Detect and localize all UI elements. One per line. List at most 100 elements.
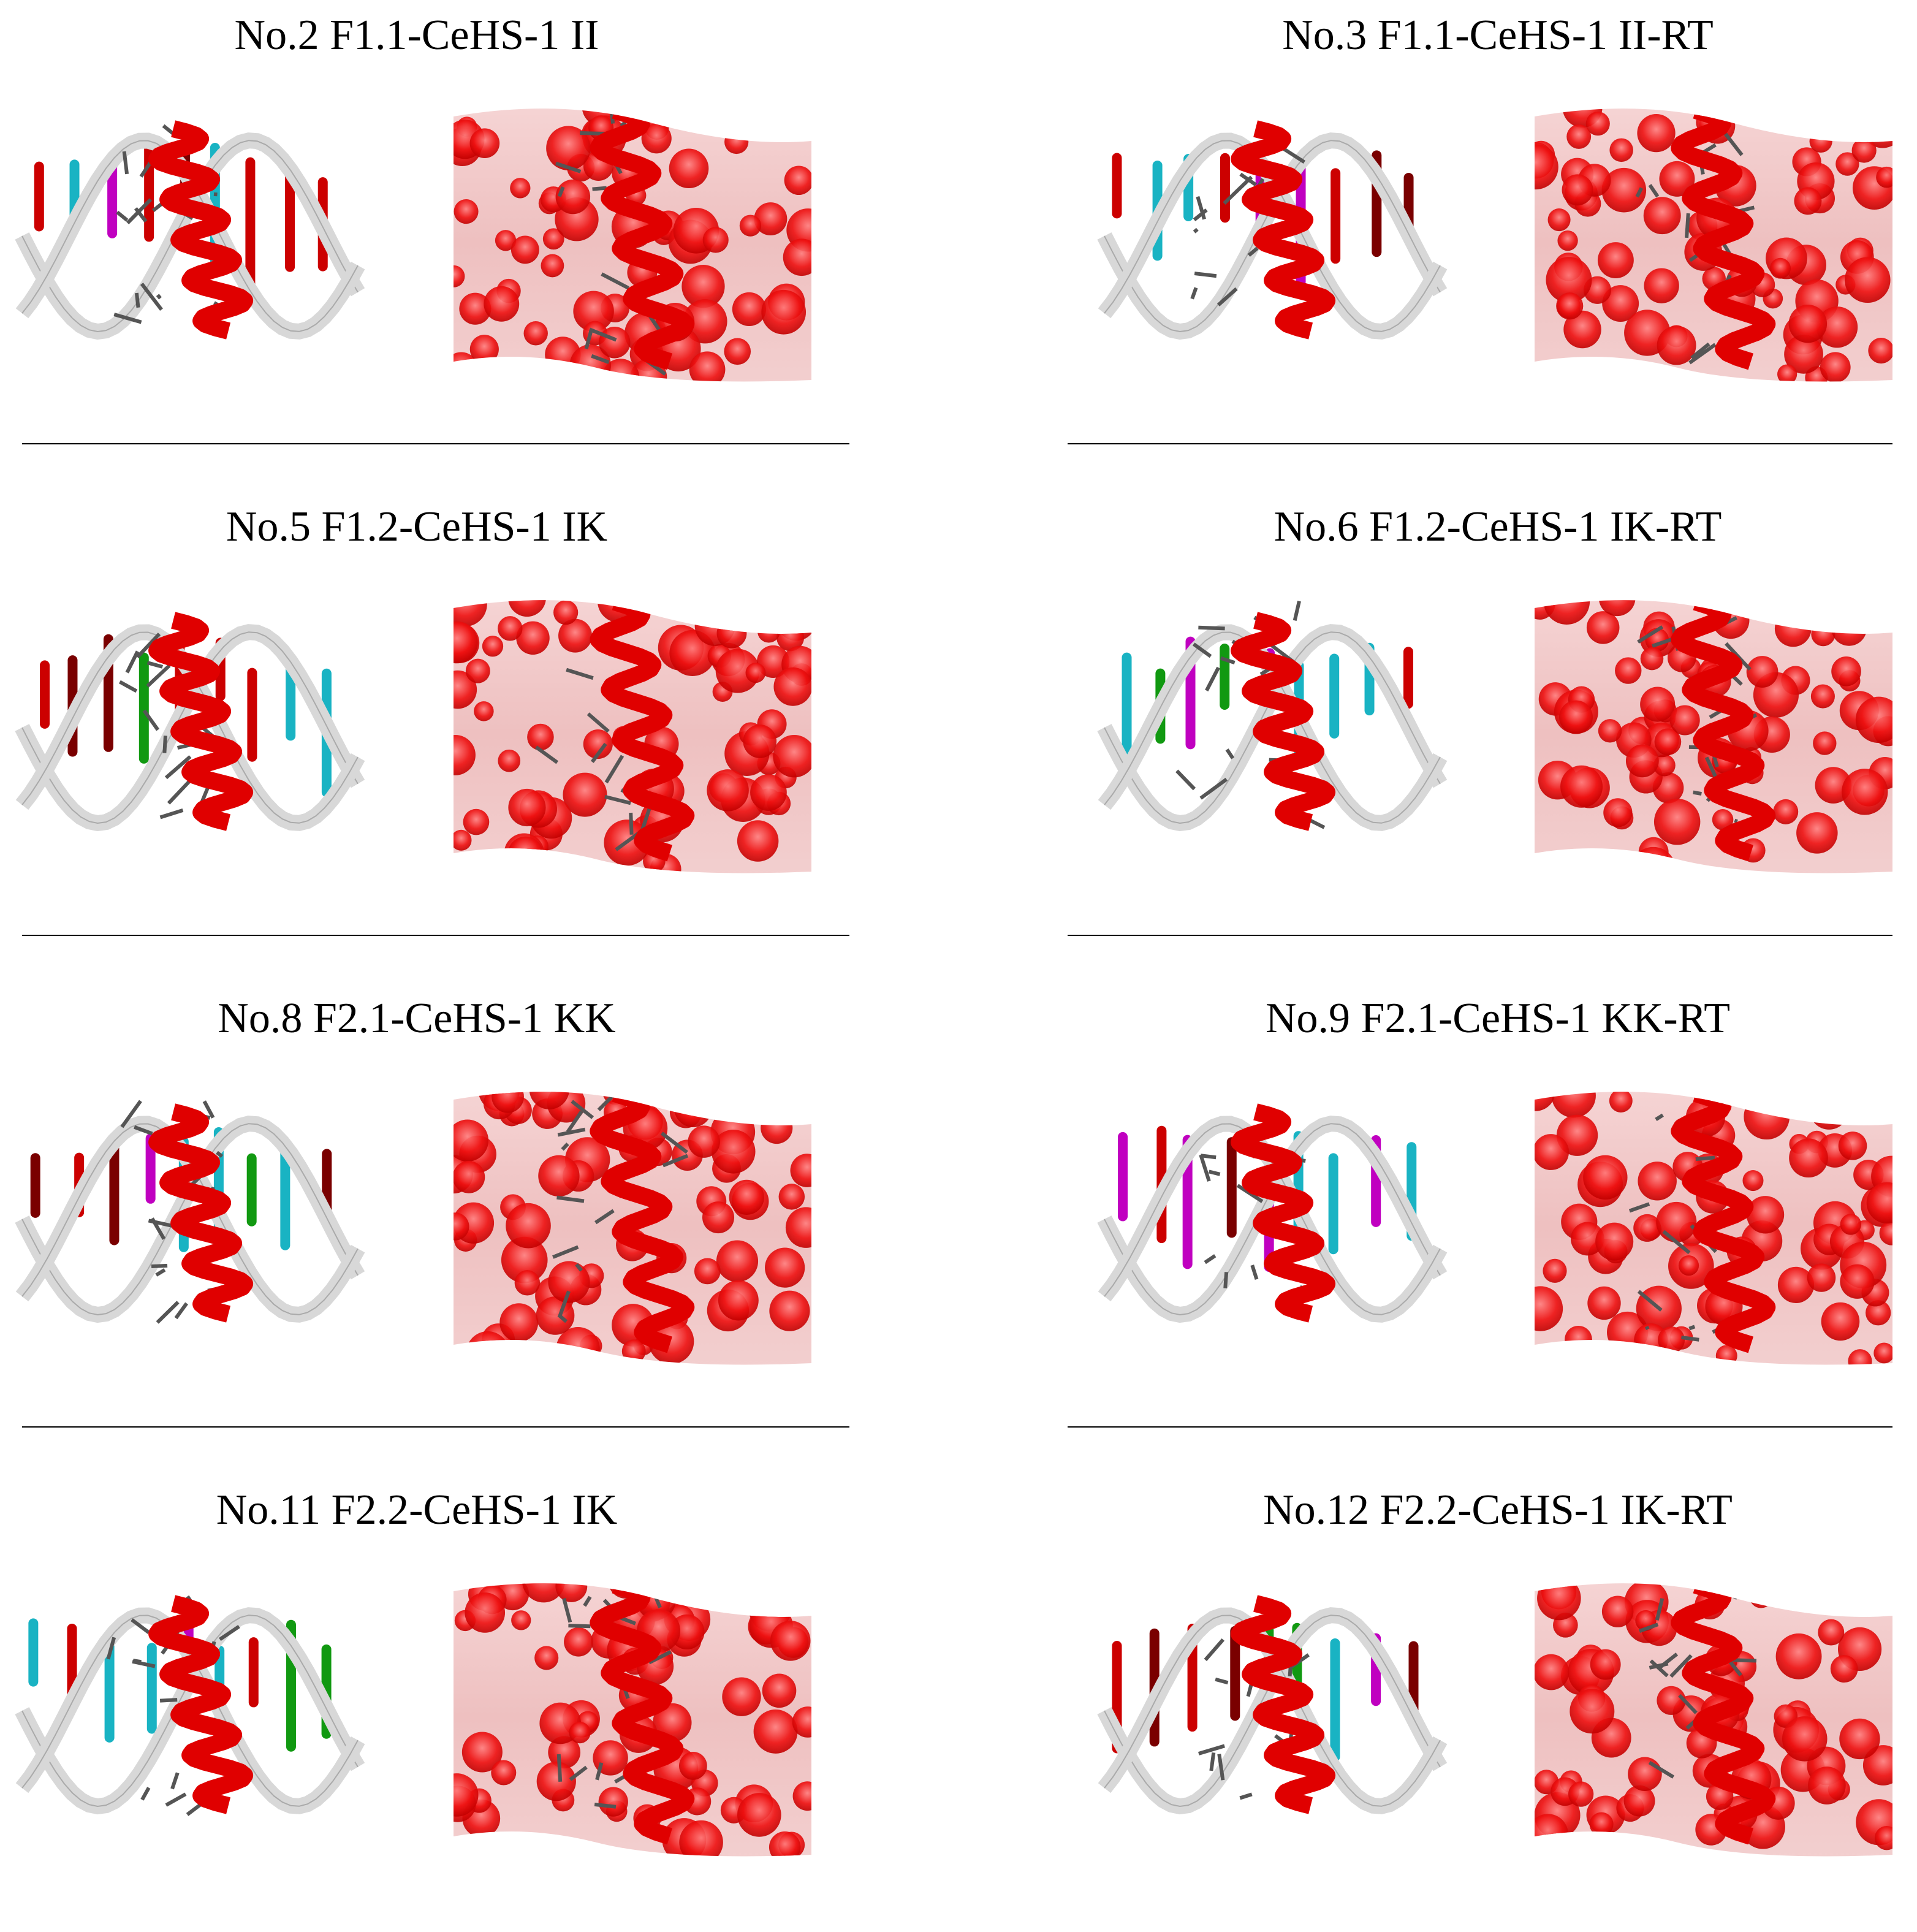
surface-bump	[1839, 1718, 1880, 1760]
surface-bump	[491, 1760, 517, 1786]
side-chain	[1193, 227, 1199, 234]
side-chain	[174, 1302, 188, 1320]
side-chain	[1669, 1654, 1693, 1678]
surface-bump	[1775, 1633, 1822, 1679]
surface-bump	[1659, 161, 1695, 197]
side-chain	[561, 1143, 569, 1151]
surface-bump	[681, 265, 725, 308]
side-chain	[125, 650, 140, 674]
base-pair	[139, 652, 149, 764]
surface-bump	[1598, 719, 1622, 743]
surface-bump	[492, 1092, 524, 1113]
panel: No.6 F1.2-CeHS-1 IK-RT	[1068, 503, 1892, 936]
peptide-helix	[590, 108, 695, 370]
panel: No.9 F2.1-CeHS-1 KK-RT	[1068, 995, 1892, 1428]
peptide-helix	[1671, 1583, 1776, 1845]
surface-bump	[454, 621, 478, 664]
surface-bump	[474, 701, 494, 721]
surface-bump	[750, 774, 787, 811]
surface-bump	[778, 1184, 805, 1210]
side-chain	[146, 661, 164, 669]
side-chain	[1685, 213, 1690, 238]
surface-bump	[527, 723, 554, 751]
surface-bump	[718, 1280, 759, 1321]
surface-bump	[1777, 1266, 1815, 1303]
side-chain	[106, 1637, 116, 1660]
base-pair	[145, 1133, 156, 1204]
surface-bump	[498, 616, 523, 641]
side-chain	[575, 1263, 583, 1272]
surface-bump	[1842, 769, 1888, 815]
surface-bump	[1860, 108, 1889, 119]
surface-bump	[496, 1831, 526, 1857]
side-chain	[156, 294, 162, 300]
surface-bump	[753, 1709, 798, 1754]
surface-bump	[732, 292, 767, 327]
side-chain	[1718, 108, 1724, 117]
surface-bump	[716, 618, 747, 648]
surface-bump	[1742, 1170, 1764, 1192]
base-pair	[285, 161, 295, 272]
surface-bump	[1816, 306, 1858, 348]
surface-bump	[1773, 799, 1799, 824]
surface-bump	[1744, 1093, 1790, 1140]
surface-bump	[1551, 1092, 1596, 1118]
surface-bump	[715, 648, 760, 693]
side-chain	[118, 680, 138, 693]
surface-bump	[555, 1583, 588, 1602]
surface-bump	[1566, 124, 1592, 149]
surface-bump	[1840, 1264, 1875, 1299]
side-chain	[1192, 642, 1212, 658]
surface-bump	[712, 1092, 742, 1110]
surface-bump	[1587, 1286, 1621, 1320]
peptide-helix	[1671, 600, 1776, 862]
surface-bump	[754, 202, 788, 236]
base-pair	[34, 161, 44, 232]
side-chain	[1198, 1744, 1225, 1755]
side-chain	[1204, 1254, 1217, 1265]
side-chain	[140, 283, 163, 311]
surface-bump	[1657, 1686, 1686, 1715]
surface-bump	[1875, 1583, 1892, 1594]
side-chain	[594, 1209, 615, 1225]
side-chain	[1194, 272, 1217, 278]
surface-bump	[1543, 600, 1590, 625]
side-chain	[1223, 1272, 1229, 1288]
side-chain	[1190, 287, 1198, 300]
surface-bump	[757, 620, 780, 643]
side-chain	[1695, 1155, 1715, 1162]
surface-bump	[1669, 705, 1700, 736]
side-chain	[648, 1650, 672, 1665]
surface-bump	[716, 1240, 759, 1282]
dna-backbone-edge	[1104, 631, 1441, 824]
surface-bump	[724, 129, 749, 154]
base-pair	[28, 1618, 39, 1687]
side-chain	[615, 831, 640, 851]
side-chain	[594, 1802, 617, 1809]
surface-bump	[1777, 364, 1797, 382]
surface-bump	[469, 128, 500, 158]
side-chain	[584, 329, 594, 349]
surface-bump	[1637, 114, 1676, 153]
surface-bump	[498, 749, 521, 772]
side-chain	[662, 1154, 689, 1168]
surface-bump	[739, 215, 762, 237]
side-chain	[562, 1598, 572, 1623]
side-chain	[1215, 1677, 1229, 1685]
panel-title: No.2 F1.1-CeHS-1 II	[235, 12, 599, 59]
surface-bump	[1866, 1300, 1891, 1326]
surface-bump	[1562, 174, 1593, 206]
side-chain	[1635, 187, 1644, 198]
surface-bump	[1774, 610, 1812, 647]
side-chain	[1198, 625, 1225, 631]
surface-bump	[737, 1793, 781, 1837]
surface-bump	[1598, 600, 1636, 617]
dna-surface	[454, 108, 811, 382]
dna-backbone-edge	[1104, 140, 1441, 332]
peptide-helix	[590, 1583, 695, 1845]
side-chain	[116, 210, 129, 222]
surface-bump	[1794, 187, 1822, 215]
surface-bump	[534, 1646, 559, 1670]
surface-bump	[1535, 1814, 1568, 1855]
